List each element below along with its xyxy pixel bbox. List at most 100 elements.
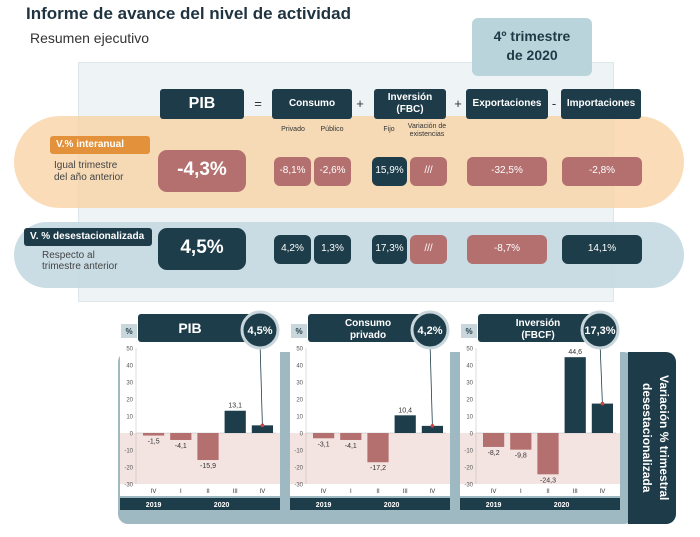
chart-1-year-2020: 2020 xyxy=(384,502,400,509)
chart-0-ytick-1: 40 xyxy=(126,364,133,370)
chart-2-xtick-1: I xyxy=(520,489,522,495)
chart-1-bar-0 xyxy=(312,433,335,439)
row2-publico-value: 1,3% xyxy=(314,235,351,264)
chart-0-badge-value: 4,5% xyxy=(247,325,272,337)
chart-1-bar-label-3: 10,4 xyxy=(398,407,412,414)
chart-0-title-bar xyxy=(138,314,268,342)
chart-0-xtick-3: III xyxy=(233,489,238,495)
chart-1-ytick-8: -30 xyxy=(294,483,303,489)
chart-0-ytick-2: 30 xyxy=(126,381,133,387)
subheader-var-line2: existencias xyxy=(409,131,445,138)
chart-2-bar-label-2: -24,3 xyxy=(540,477,556,484)
row1-privado-value: -8,1% xyxy=(274,157,311,186)
chart-2-year-2019: 2019 xyxy=(486,502,502,509)
chart-2-bar-4 xyxy=(591,403,614,433)
chart-0-bar-3 xyxy=(224,410,246,433)
subheader-privado: Privado xyxy=(281,126,305,133)
plus-operator-2: + xyxy=(454,96,462,111)
side-label: Variación % trimestral desestacionalizad… xyxy=(632,356,672,520)
row2-exportaciones-value: -8,7% xyxy=(467,235,547,264)
chart-2-bar-0 xyxy=(482,433,505,447)
chart-1-bar-2 xyxy=(367,433,389,463)
row2-pib-value: 4,5% xyxy=(158,228,246,270)
chart-0-year-2019: 2019 xyxy=(146,502,162,509)
chart-0-ytick-3: 20 xyxy=(126,398,133,404)
chart-0-title: PIB xyxy=(178,320,201,336)
chart-2-bar-2 xyxy=(537,433,559,475)
chart-1-xtick-3: III xyxy=(403,489,408,495)
chart-1-ytick-7: -20 xyxy=(294,466,303,472)
chart-1-badge-circle xyxy=(410,310,450,350)
chart-2-xtick-2: II xyxy=(546,489,550,495)
chart-0-bar-1 xyxy=(170,433,192,440)
chart-0-bar-2 xyxy=(197,433,219,461)
chart-1-ytick-5: 0 xyxy=(300,432,304,438)
chart-0-badge-pointer xyxy=(259,341,263,426)
chart-0-bar-0 xyxy=(142,433,165,436)
chart-1-badge-dot xyxy=(430,424,435,428)
chart-0-unit: % xyxy=(125,327,132,336)
row1-fijo-value: 15,9% xyxy=(372,157,407,186)
subheader-fijo: Fijo xyxy=(383,126,395,133)
label-interanual: V.% interanual xyxy=(50,136,150,154)
chart-2-xtick-4: IV xyxy=(600,489,606,495)
chart-1-bar-label-1: -4,1 xyxy=(345,443,357,450)
row2-privado-value: 4,2% xyxy=(274,235,311,264)
chart-2-ytick-6: -10 xyxy=(464,449,473,455)
header-importaciones: Importaciones xyxy=(561,89,641,119)
chart-2-bar-label-1: -9,8 xyxy=(515,453,527,460)
minus-operator: - xyxy=(551,96,557,111)
chart-2-xtick-3: III xyxy=(573,489,578,495)
chart-0-badge-circle xyxy=(240,310,280,350)
chart-2-badge-pointer xyxy=(599,341,603,404)
chart-0-year-2020: 2020 xyxy=(214,502,230,509)
label-desestacionalizada: V. % desestacionalizada xyxy=(24,228,152,246)
chart-1-title-line1: Consumo xyxy=(345,318,391,329)
quarter-line2: de 2020 xyxy=(506,47,558,63)
header-pib: PIB xyxy=(160,89,244,119)
chart-2-ytick-0: 50 xyxy=(466,347,473,353)
chart-2-ytick-1: 40 xyxy=(466,364,473,370)
chart-1-xtick-4: IV xyxy=(430,489,436,495)
chart-1-ytick-0: 50 xyxy=(296,347,303,353)
page-subtitle: Resumen ejecutivo xyxy=(30,30,150,46)
subheader-variacion-existencias: Variación de existencias xyxy=(406,123,448,139)
chart-1-ytick-3: 20 xyxy=(296,398,303,404)
chart-2-title-line1: Inversión xyxy=(516,318,560,329)
chart-1-bar-label-0: -3,1 xyxy=(318,441,330,448)
chart-1-ytick-6: -10 xyxy=(294,449,303,455)
chart-1-bar-4 xyxy=(421,425,444,433)
row1-importaciones-value: -2,8% xyxy=(562,157,642,186)
chart-0-ytick-6: -10 xyxy=(124,449,133,455)
chart-1-xtick-1: I xyxy=(350,489,352,495)
chart-0-xtick-2: II xyxy=(206,489,210,495)
subheader-var-line1: Variación de xyxy=(407,123,447,130)
chart-1-unit-tag xyxy=(291,324,307,338)
row1-pib-value: -4,3% xyxy=(158,150,246,192)
chart-2-ytick-5: 0 xyxy=(470,432,474,438)
header-inversion: Inversión (FBC) xyxy=(374,89,446,119)
chart-1-bar-1 xyxy=(340,433,362,440)
chart-2-bar-label-0: -8,2 xyxy=(488,450,500,457)
page-title: Informe de avance del nivel de actividad xyxy=(26,4,352,23)
plus-operator-1: + xyxy=(356,96,364,111)
chart-2-badge-dot xyxy=(600,401,605,406)
chart-1-ytick-1: 40 xyxy=(296,364,303,370)
chart-1-unit: % xyxy=(295,327,302,336)
chart-1-bar-3 xyxy=(394,415,416,433)
chart-2-year-2020: 2020 xyxy=(554,502,570,509)
chart-1-xtick-0: IV xyxy=(321,489,327,495)
chart-0-xtick-4: IV xyxy=(260,489,266,495)
chart-2-ytick-2: 30 xyxy=(466,381,473,387)
quarter-line1: 4º trimestre xyxy=(493,28,571,44)
chart-0-bar-label-0: -1,5 xyxy=(148,439,160,446)
desc-interanual-line1: Igual trimestre xyxy=(54,160,118,171)
chart-1-ytick-4: 10 xyxy=(296,415,303,421)
chart-0-xtick-1: I xyxy=(180,489,182,495)
chart-1-year-bar xyxy=(290,498,450,510)
chart-0-bar-label-3: 13,1 xyxy=(228,403,242,410)
row2-fijo-value: 17,3% xyxy=(372,235,407,264)
chart-0-ytick-5: 0 xyxy=(130,432,134,438)
chart-0-bar-4 xyxy=(251,425,274,433)
chart-0-year-bar xyxy=(120,498,280,510)
